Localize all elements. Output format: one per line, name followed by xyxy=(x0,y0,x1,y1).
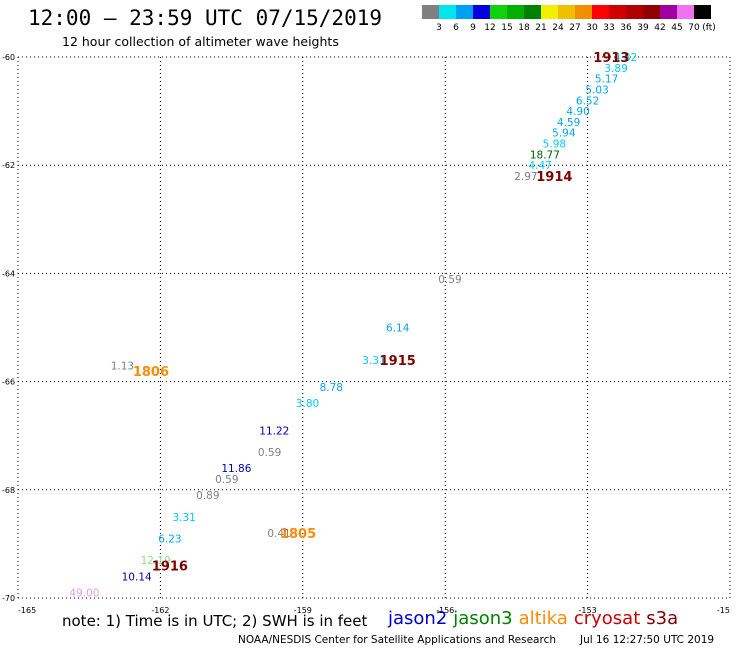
pass-time-label: 1913 xyxy=(593,51,629,66)
chart-title: 12:00 – 23:59 UTC 07/15/2019 xyxy=(28,6,383,30)
wave-height-label: 5.03 xyxy=(585,84,608,96)
wave-height-label: 0.59 xyxy=(258,447,281,459)
wave-height-label: 6.23 xyxy=(158,533,181,545)
pass-time-label: 1805 xyxy=(280,527,316,542)
colorbar-label: 42 xyxy=(654,23,665,33)
colorbar-label: 39 xyxy=(637,23,649,33)
wave-height-label: 4.82 xyxy=(614,52,637,64)
colorbar-swatch xyxy=(456,5,473,19)
legend-s3a: s3a xyxy=(646,608,679,629)
pass-time-label: 1916 xyxy=(152,560,188,575)
wave-height-label: 0.89 xyxy=(196,490,219,502)
colorbar-label: 70 xyxy=(688,23,700,33)
wave-height-label: 4.59 xyxy=(557,117,580,129)
colorbar-swatch xyxy=(558,5,575,19)
wave-height-label: 3.89 xyxy=(604,63,627,75)
wave-height-label: 3.31 xyxy=(172,512,195,524)
colorbar-label: 24 xyxy=(552,23,564,33)
wave-height-label: 5.94 xyxy=(552,128,576,140)
wave-height-label: 0.41 xyxy=(267,528,290,540)
colorbar-swatch xyxy=(422,5,439,19)
y-tick-label: -68 xyxy=(2,486,15,495)
wave-height-label: 11.22 xyxy=(259,425,289,437)
colorbar-swatch xyxy=(473,5,490,19)
colorbar-swatch xyxy=(439,5,456,19)
colorbar-label: 45 xyxy=(671,23,682,33)
colorbar-swatch xyxy=(541,5,558,19)
wave-height-label: 0.59 xyxy=(215,474,238,486)
legend-altika: altika xyxy=(518,608,568,629)
wave-height-label: 0.59 xyxy=(438,274,461,286)
wave-height-label: 5.17 xyxy=(595,74,618,86)
wave-height-label: 4.90 xyxy=(566,106,589,118)
wave-height-label: 3.31 xyxy=(362,355,385,367)
footer-note: note: 1) Time is in UTC; 2) SWH is in fe… xyxy=(62,612,368,630)
colorbar-label: 18 xyxy=(518,23,530,33)
colorbar-label: 3 xyxy=(436,23,442,33)
y-tick-label: -60 xyxy=(2,53,15,62)
pass-time-label: 1915 xyxy=(380,354,416,369)
legend-jason3: jason3 xyxy=(453,608,513,629)
x-tick-label: -162 xyxy=(151,606,169,615)
y-tick-label: -66 xyxy=(2,378,15,387)
colorbar-unit: (ft) xyxy=(702,23,716,33)
wave-height-label: 6.14 xyxy=(386,323,410,335)
wave-height-points: 4.823.895.175.036.524.904.595.945.9818.7… xyxy=(69,52,637,600)
colorbar-label: 15 xyxy=(501,23,512,33)
pass-time-labels: 1913 1914 1915 1806 1805 1916 xyxy=(133,51,630,575)
credit-line: NOAA/NESDIS Center for Satellite Applica… xyxy=(238,634,738,646)
y-tick-label: -70 xyxy=(2,594,15,603)
colorbar-swatch xyxy=(643,5,660,19)
colorbar-swatch xyxy=(694,5,711,19)
wave-height-label: 3.80 xyxy=(296,398,319,410)
colorbar-label: 27 xyxy=(569,23,580,33)
wave-height-label: 12.19 xyxy=(141,555,171,567)
wave-height-label: 1.13 xyxy=(111,360,134,372)
color-scale-legend: 3 6 9 12 15 18 21 24 27 30 33 36 39 42 45 70 (ft) xyxy=(422,5,716,33)
wave-height-label: 4.47 xyxy=(528,160,551,172)
x-tick-label: -153 xyxy=(579,606,597,615)
pass-time-label: 1806 xyxy=(133,365,169,380)
grid-lines xyxy=(17,56,731,599)
credit-text: NOAA/NESDIS Center for Satellite Applica… xyxy=(238,634,556,646)
wave-height-label: 11.86 xyxy=(221,463,251,475)
y-tick-label: -62 xyxy=(2,161,15,170)
pass-time-label: 1914 xyxy=(536,170,572,185)
colorbar-label: 30 xyxy=(586,23,598,33)
colorbar-swatch xyxy=(575,5,592,19)
x-tick-label: -156 xyxy=(436,606,454,615)
colorbar-swatch xyxy=(524,5,541,19)
colorbar-label: 33 xyxy=(603,23,614,33)
x-tick-label: -15 xyxy=(717,606,730,615)
colorbar-label: 36 xyxy=(620,23,632,33)
chart-subtitle: 12 hour collection of altimeter wave hei… xyxy=(62,34,339,49)
colorbar-swatch xyxy=(592,5,609,19)
colorbar-swatch xyxy=(507,5,524,19)
wave-height-label: 6.52 xyxy=(576,95,599,107)
wave-height-label: 8.78 xyxy=(320,382,343,394)
colorbar-label: 6 xyxy=(453,23,459,33)
wave-height-label: 5.98 xyxy=(543,139,566,151)
x-tick-label: -159 xyxy=(294,606,312,615)
timestamp-text: Jul 16 12:27:50 UTC 2019 xyxy=(580,634,715,646)
colorbar-label: 21 xyxy=(535,23,546,33)
legend-cryosat: cryosat xyxy=(573,608,641,629)
legend-jason2: jason2 xyxy=(388,608,448,629)
satellite-legend: jason2 jason3 altika cryosat s3a xyxy=(388,608,684,629)
wave-height-label: 2.97 xyxy=(514,171,537,183)
colorbar-label: 12 xyxy=(484,23,495,33)
colorbar-swatch xyxy=(660,5,677,19)
wave-height-label: 10.14 xyxy=(122,571,152,583)
wave-height-label: 18.77 xyxy=(530,149,560,161)
axis-ticks: -60 -62 -64 -66 -68 -70-165 -162 -159 -156 -153 -1… xyxy=(2,53,730,615)
colorbar-swatch xyxy=(490,5,507,19)
colorbar-swatch xyxy=(626,5,643,19)
wave-height-label: 49.00 xyxy=(69,588,99,600)
colorbar-label: 9 xyxy=(470,23,476,33)
colorbar-swatch xyxy=(677,5,694,19)
colorbar-swatch xyxy=(609,5,626,19)
y-tick-label: -64 xyxy=(2,269,15,278)
x-tick-label: -165 xyxy=(18,606,36,615)
